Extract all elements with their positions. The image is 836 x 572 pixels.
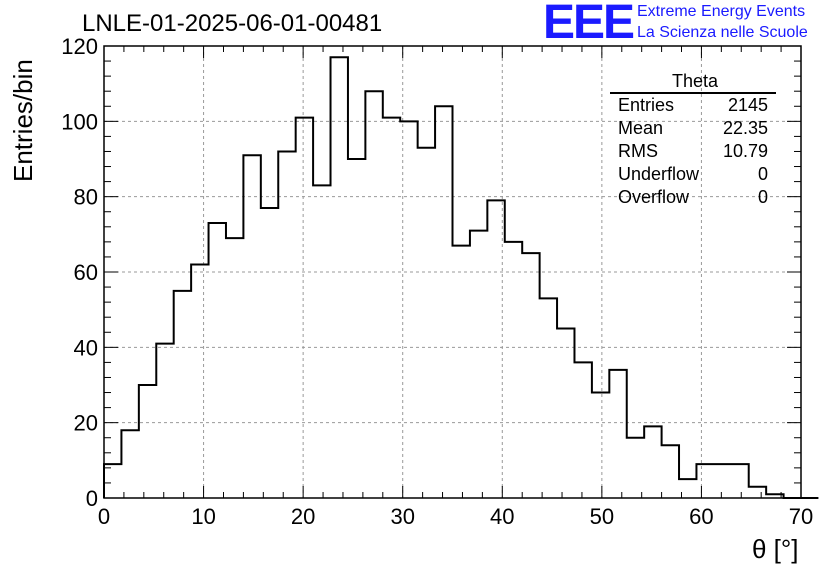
x-tick-label: 60	[689, 504, 713, 529]
stats-row: RMS 10.79	[610, 140, 776, 163]
y-tick-label: 100	[61, 109, 98, 134]
stats-value: 10.79	[722, 141, 768, 161]
x-tick-label: 50	[590, 504, 614, 529]
stats-value: 0	[757, 187, 768, 207]
x-tick-label: 10	[191, 504, 215, 529]
y-tick-label: 40	[74, 335, 98, 360]
x-axis-label: θ [°]	[752, 534, 799, 564]
stats-label: Mean	[618, 118, 664, 138]
y-tick-label: 60	[74, 260, 98, 285]
chart-title: LNLE-01-2025-06-01-00481	[82, 10, 383, 37]
y-tick-label: 80	[74, 185, 98, 210]
y-tick-label: 120	[61, 34, 98, 59]
histogram-outline	[103, 56, 819, 499]
x-tick-label: 20	[291, 504, 315, 529]
x-tick-label: 70	[789, 504, 813, 529]
stats-value: 22.35	[722, 118, 768, 138]
y-tick-label: 0	[86, 486, 98, 511]
stats-row: Overflow 0	[610, 186, 776, 209]
y-tick-label: 20	[74, 411, 98, 436]
stats-title: Theta	[610, 70, 776, 94]
stats-box: Theta Entries 2145 Mean 22.35 RMS 10.79 …	[610, 70, 776, 209]
stats-value: 2145	[727, 95, 768, 115]
stats-row: Entries 2145	[610, 94, 776, 117]
x-tick-label: 40	[490, 504, 514, 529]
stats-row: Mean 22.35	[610, 117, 776, 140]
stats-row: Underflow 0	[610, 163, 776, 186]
logo-text-line1: Extreme Energy Events	[637, 3, 806, 20]
x-tick-label: 0	[98, 504, 110, 529]
stats-label: RMS	[618, 141, 658, 161]
eee-logo: EEE	[543, 0, 635, 49]
stats-label: Entries	[618, 95, 675, 115]
logo-text-line2: La Scienza nelle Scuole	[637, 24, 808, 41]
x-tick-label: 30	[390, 504, 414, 529]
stats-value: 0	[757, 164, 768, 184]
stats-label: Overflow	[618, 187, 690, 207]
y-axis-label: Entries/bin	[8, 59, 38, 182]
stats-label: Underflow	[618, 164, 700, 184]
